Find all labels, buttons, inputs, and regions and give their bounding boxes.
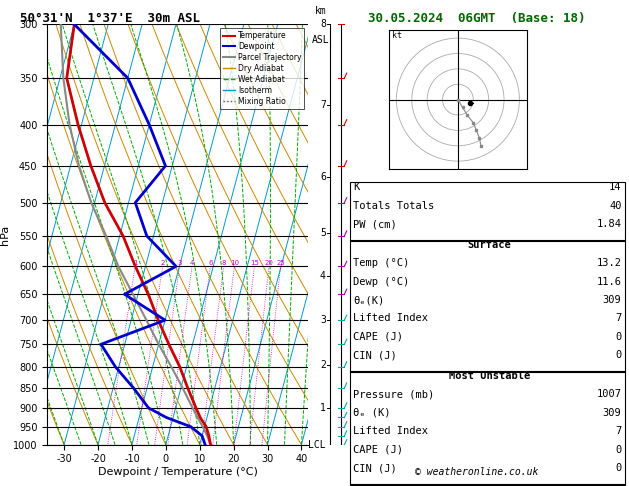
Text: CAPE (J): CAPE (J) — [353, 332, 403, 342]
Text: LCL: LCL — [308, 440, 326, 450]
Text: 30.05.2024  06GMT  (Base: 18): 30.05.2024 06GMT (Base: 18) — [368, 12, 586, 25]
Text: 1: 1 — [133, 260, 137, 266]
Text: 50°31'N  1°37'E  30m ASL: 50°31'N 1°37'E 30m ASL — [20, 12, 200, 25]
Text: 309: 309 — [603, 295, 621, 305]
Text: 6: 6 — [208, 260, 213, 266]
Text: K: K — [353, 182, 359, 192]
Text: Lifted Index: Lifted Index — [353, 426, 428, 436]
Text: 1.84: 1.84 — [596, 219, 621, 229]
Text: 0: 0 — [615, 350, 621, 361]
Text: 7: 7 — [320, 100, 326, 110]
Text: CIN (J): CIN (J) — [353, 350, 397, 361]
Text: 7: 7 — [615, 313, 621, 324]
Text: CIN (J): CIN (J) — [353, 463, 397, 473]
Text: © weatheronline.co.uk: © weatheronline.co.uk — [415, 467, 538, 477]
Text: 2: 2 — [320, 360, 326, 369]
Text: 6: 6 — [320, 172, 326, 182]
Text: 4: 4 — [320, 271, 326, 281]
Text: Lifted Index: Lifted Index — [353, 313, 428, 324]
Text: CAPE (J): CAPE (J) — [353, 445, 403, 455]
Text: 3: 3 — [320, 315, 326, 325]
Text: 15: 15 — [250, 260, 259, 266]
Text: 1007: 1007 — [596, 389, 621, 399]
Text: 14: 14 — [609, 182, 621, 192]
Legend: Temperature, Dewpoint, Parcel Trajectory, Dry Adiabat, Wet Adiabat, Isotherm, Mi: Temperature, Dewpoint, Parcel Trajectory… — [220, 28, 304, 109]
Text: 1: 1 — [320, 403, 326, 413]
Text: Dewp (°C): Dewp (°C) — [353, 277, 409, 287]
Text: 0: 0 — [615, 445, 621, 455]
Text: 8: 8 — [320, 19, 326, 29]
Text: 11.6: 11.6 — [596, 277, 621, 287]
Text: 7: 7 — [615, 426, 621, 436]
Y-axis label: hPa: hPa — [0, 225, 10, 244]
Text: 8: 8 — [221, 260, 226, 266]
Text: 40: 40 — [609, 201, 621, 211]
Text: 10: 10 — [230, 260, 239, 266]
Text: Most Unstable: Most Unstable — [448, 371, 530, 381]
Text: 0: 0 — [615, 332, 621, 342]
Text: 3: 3 — [177, 260, 182, 266]
Text: kt: kt — [392, 31, 402, 40]
Text: 25: 25 — [276, 260, 285, 266]
Text: Hodograph: Hodograph — [461, 484, 518, 486]
Text: θₑ (K): θₑ (K) — [353, 408, 391, 418]
Text: km: km — [315, 6, 326, 16]
Text: ASL: ASL — [312, 35, 330, 45]
Text: 0: 0 — [615, 463, 621, 473]
Text: θₑ(K): θₑ(K) — [353, 295, 384, 305]
Text: 13.2: 13.2 — [596, 258, 621, 268]
Text: 2: 2 — [160, 260, 165, 266]
Text: Totals Totals: Totals Totals — [353, 201, 434, 211]
Text: 309: 309 — [603, 408, 621, 418]
Text: Pressure (mb): Pressure (mb) — [353, 389, 434, 399]
Text: Surface: Surface — [467, 240, 511, 250]
Text: 5: 5 — [320, 228, 326, 239]
Text: 20: 20 — [265, 260, 274, 266]
Text: Temp (°C): Temp (°C) — [353, 258, 409, 268]
Text: PW (cm): PW (cm) — [353, 219, 397, 229]
Text: 4: 4 — [190, 260, 194, 266]
X-axis label: Dewpoint / Temperature (°C): Dewpoint / Temperature (°C) — [97, 467, 258, 477]
